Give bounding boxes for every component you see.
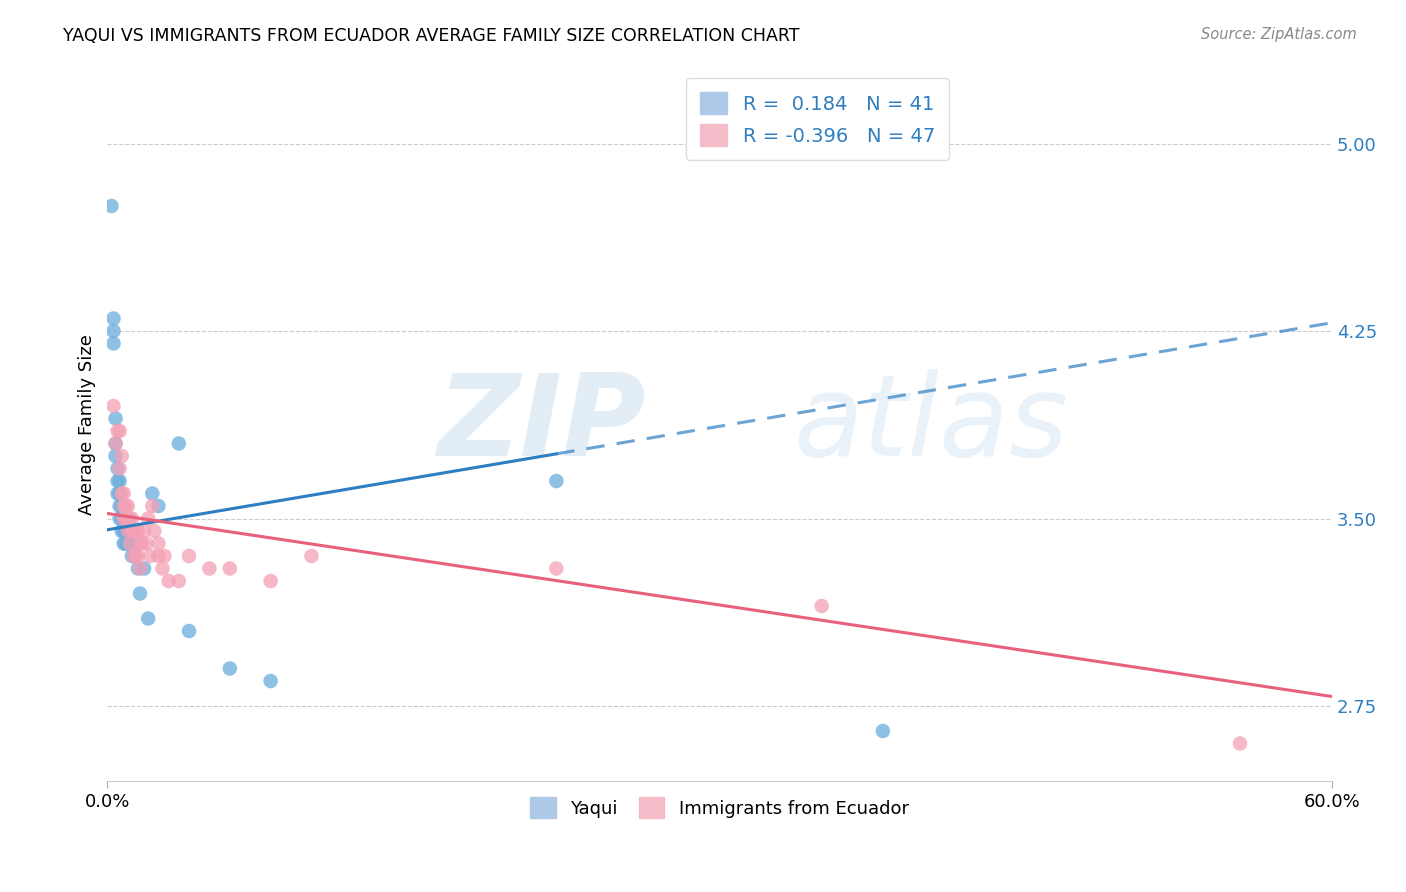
Point (121, 524, 143, 538)
Y-axis label: Average Family Size: Average Family Size (79, 334, 96, 516)
Point (112, 486, 135, 500)
Point (107, 486, 129, 500)
Point (117, 499, 139, 513)
Point (125, 524, 148, 538)
Point (139, 549, 162, 563)
Point (177, 549, 200, 563)
Point (108, 474, 131, 488)
Point (157, 574, 180, 588)
Point (114, 524, 136, 538)
Point (121, 549, 143, 563)
Point (108, 486, 131, 500)
Point (114, 499, 136, 513)
Point (103, 324, 125, 338)
Point (108, 499, 131, 513)
Point (104, 411, 127, 425)
Point (129, 561, 152, 575)
Point (122, 549, 145, 563)
Point (259, 673, 281, 688)
Point (127, 549, 149, 563)
Point (141, 486, 163, 500)
Point (132, 524, 155, 538)
Point (152, 561, 174, 575)
Point (118, 536, 141, 550)
Point (108, 511, 131, 525)
Text: atlas: atlas (793, 369, 1069, 480)
Point (259, 574, 281, 588)
Point (198, 561, 221, 575)
Point (111, 499, 134, 513)
Point (117, 536, 139, 550)
Point (103, 336, 125, 351)
Point (872, 724, 894, 739)
Point (112, 511, 135, 525)
Point (135, 536, 157, 550)
Point (546, 474, 568, 488)
Point (112, 499, 135, 513)
Point (117, 511, 139, 525)
Point (114, 511, 136, 525)
Point (167, 574, 190, 588)
Point (148, 499, 170, 513)
Point (108, 424, 131, 438)
Point (108, 461, 131, 475)
Point (127, 524, 149, 538)
Point (546, 561, 568, 575)
Text: Source: ZipAtlas.com: Source: ZipAtlas.com (1201, 27, 1357, 42)
Point (111, 449, 134, 463)
Point (177, 624, 200, 638)
Point (112, 511, 135, 525)
Point (132, 561, 155, 575)
Point (121, 536, 143, 550)
Point (148, 549, 170, 563)
Point (111, 486, 134, 500)
Point (143, 524, 166, 538)
Point (118, 536, 141, 550)
Text: YAQUI VS IMMIGRANTS FROM ECUADOR AVERAGE FAMILY SIZE CORRELATION CHART: YAQUI VS IMMIGRANTS FROM ECUADOR AVERAGE… (63, 27, 800, 45)
Point (141, 499, 163, 513)
Point (125, 549, 148, 563)
Point (103, 311, 125, 326)
Legend: Yaqui, Immigrants from Ecuador: Yaqui, Immigrants from Ecuador (523, 790, 917, 825)
Point (122, 524, 145, 538)
Point (301, 549, 323, 563)
Point (1229, 737, 1251, 751)
Point (103, 399, 125, 413)
Point (167, 436, 190, 450)
Point (107, 474, 129, 488)
Point (129, 536, 152, 550)
Point (131, 536, 153, 550)
Point (104, 436, 127, 450)
Point (117, 524, 139, 538)
Text: ZIP: ZIP (437, 369, 647, 480)
Point (107, 461, 129, 475)
Point (121, 511, 143, 525)
Point (118, 511, 141, 525)
Point (136, 511, 159, 525)
Point (127, 561, 149, 575)
Point (118, 524, 141, 538)
Point (114, 536, 136, 550)
Point (112, 524, 135, 538)
Point (111, 511, 134, 525)
Point (111, 524, 134, 538)
Point (104, 436, 127, 450)
Point (122, 549, 145, 563)
Point (129, 586, 152, 600)
Point (107, 424, 129, 438)
Point (218, 561, 240, 575)
Point (104, 449, 127, 463)
Point (148, 536, 170, 550)
Point (112, 536, 135, 550)
Point (810, 599, 832, 613)
Point (136, 611, 159, 625)
Point (100, 199, 122, 213)
Point (153, 549, 176, 563)
Point (218, 661, 240, 675)
